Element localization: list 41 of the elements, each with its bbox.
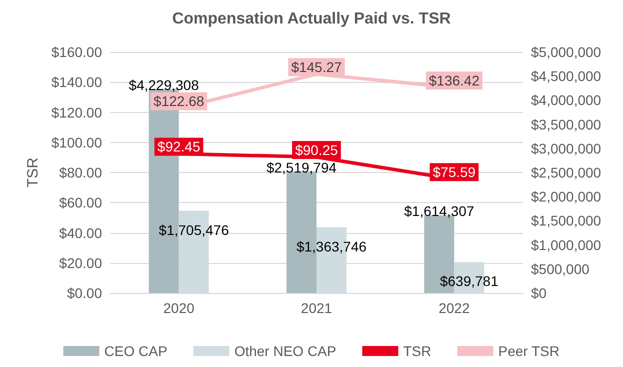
data-label: $122.68 bbox=[154, 93, 204, 110]
y-tick-label: $120.00 bbox=[51, 104, 102, 120]
data-label: $145.27 bbox=[291, 59, 342, 76]
data-label: $1,705,476 bbox=[158, 222, 230, 238]
y-tick-label: $20.00 bbox=[59, 254, 102, 271]
data-label: $2,519,794 bbox=[266, 160, 337, 176]
y-tick-label: $160.00 bbox=[51, 44, 102, 60]
legend-label: Peer TSR bbox=[498, 343, 560, 359]
x-tick-label: 2022 bbox=[438, 300, 470, 316]
y2-tick-label: $1,500,000 bbox=[531, 212, 602, 229]
y2-tick-label: $0 bbox=[531, 285, 547, 301]
data-label: $92.45 bbox=[157, 138, 200, 155]
x-tick-label: 2021 bbox=[300, 300, 332, 316]
data-label: $1,614,307 bbox=[404, 203, 474, 220]
chart-title: Compensation Actually Paid vs. TSR bbox=[172, 10, 452, 28]
data-label: $639,781 bbox=[440, 273, 499, 290]
y2-tick-label: $3,500,000 bbox=[531, 116, 602, 132]
y-tick-label: $100.00 bbox=[51, 134, 102, 150]
legend-label: Other NEO CAP bbox=[234, 343, 336, 359]
data-label: $75.59 bbox=[432, 164, 476, 180]
y2-tick-label: $500,000 bbox=[531, 260, 590, 277]
y-tick-label: $40.00 bbox=[59, 224, 102, 241]
y-tick-label: $140.00 bbox=[51, 74, 102, 90]
x-tick-label: 2020 bbox=[163, 300, 195, 316]
legend-label: TSR bbox=[403, 343, 432, 359]
y-tick-label: $60.00 bbox=[59, 194, 102, 211]
data-label: $4,229,308 bbox=[128, 77, 200, 94]
legend-label: CEO CAP bbox=[104, 343, 168, 359]
data-label: $90.25 bbox=[295, 142, 338, 158]
y2-tick-label: $4,500,000 bbox=[531, 68, 602, 84]
y2-tick-label: $2,500,000 bbox=[531, 164, 602, 180]
y-tick-label: $80.00 bbox=[59, 164, 102, 180]
y-tick-label: $0.00 bbox=[66, 285, 102, 301]
y2-tick-label: $4,000,000 bbox=[531, 92, 602, 108]
y2-tick-label: $2,000,000 bbox=[531, 188, 602, 205]
y2-tick-label: $5,000,000 bbox=[531, 44, 602, 60]
y2-tick-label: $3,000,000 bbox=[531, 140, 602, 156]
data-label: $1,363,746 bbox=[296, 238, 367, 254]
y-axis-title: TSR bbox=[24, 157, 42, 188]
y2-tick-label: $1,000,000 bbox=[531, 236, 602, 253]
data-label: $136.42 bbox=[428, 72, 480, 89]
